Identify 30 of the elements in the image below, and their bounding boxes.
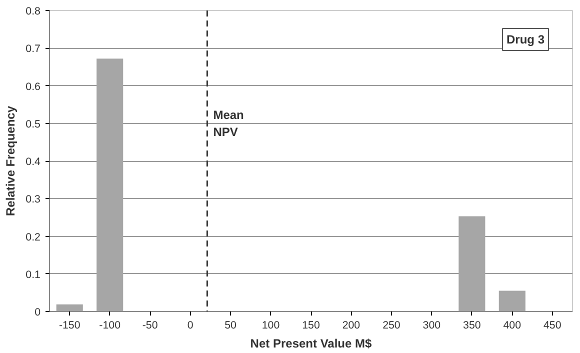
x-tick-label: -150 xyxy=(58,320,80,332)
annotation: Drug 3 xyxy=(506,32,545,46)
y-tick-label: 0.5 xyxy=(26,118,41,130)
x-tick-label: -100 xyxy=(99,320,121,332)
y-tick-label: 0.8 xyxy=(26,6,41,18)
x-tick-label: 100 xyxy=(262,320,280,332)
x-tick-label: -50 xyxy=(142,320,158,332)
y-tick-label: 0.4 xyxy=(26,156,41,168)
x-tick-label: 200 xyxy=(342,320,360,332)
x-tick-label: 350 xyxy=(463,320,481,332)
bar xyxy=(498,290,526,312)
y-tick-label: 0.3 xyxy=(26,194,41,206)
y-tick-label: 0 xyxy=(34,306,41,318)
y-tick-label: 0.1 xyxy=(26,268,41,281)
x-tick-label: 300 xyxy=(422,320,441,332)
y-tick-label: 0.6 xyxy=(26,80,41,93)
y-tick-label: 0.2 xyxy=(26,231,41,244)
x-tick-label: 250 xyxy=(382,320,400,332)
x-tick-label: 50 xyxy=(224,320,237,332)
x-tick-label: 150 xyxy=(302,320,320,332)
bar xyxy=(458,216,486,312)
x-axis-title: Net Present Value M$ xyxy=(250,336,372,350)
y-tick-label: 0.7 xyxy=(26,43,41,56)
y-axis-title: Relative Frequency xyxy=(4,106,18,216)
bar xyxy=(56,304,83,312)
ref-line-label: Mean NPV xyxy=(213,108,244,139)
x-tick-label: 400 xyxy=(503,320,522,332)
x-tick-label: 0 xyxy=(187,320,194,332)
x-tick-label: 450 xyxy=(543,320,562,332)
bar xyxy=(96,58,124,312)
